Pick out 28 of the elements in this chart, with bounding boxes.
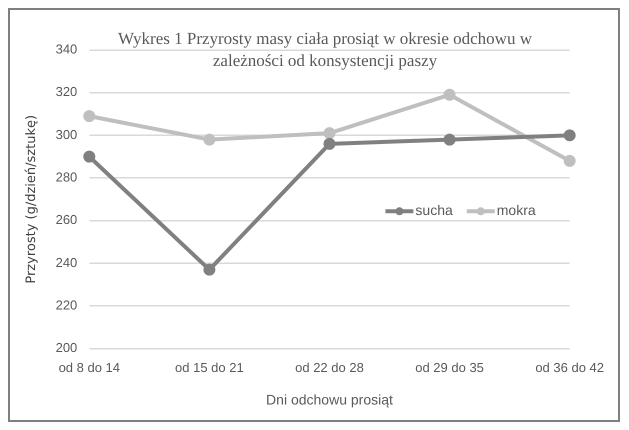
x-axis-title: Dni odchowu prosiąt (266, 391, 394, 408)
legend-label: mokra (496, 202, 536, 218)
x-tick-label: od 36 do 42 (535, 360, 604, 375)
y-axis-title: Przyrosty (g/dzień/sztukę) (24, 114, 40, 284)
y-tick-label: 260 (56, 212, 78, 228)
chart-title: Wykres 1 Przyrosty masy ciała prosiąt w okresie odchowu w zależności od konsystencji paszy (117, 28, 533, 72)
x-tick-label: od 22 do 28 (295, 360, 364, 375)
point (564, 129, 576, 142)
x-tick-label: od 8 do 14 (58, 360, 120, 375)
point (444, 88, 456, 101)
point (564, 154, 576, 167)
point (203, 134, 216, 146)
point (323, 138, 336, 150)
y-tick-label: 220 (56, 298, 78, 313)
y-tick-label: 300 (56, 126, 78, 142)
legend-label: sucha (415, 202, 453, 218)
y-tick-label: 340 (56, 42, 78, 57)
x-tick-label: od 29 do 35 (415, 360, 484, 375)
point (444, 134, 456, 146)
y-tick-label: 200 (56, 340, 78, 356)
point (83, 110, 96, 122)
point (83, 150, 96, 163)
y-tick-label: 240 (56, 254, 78, 270)
y-tick-label: 280 (56, 170, 78, 185)
y-tick-label: 320 (56, 84, 78, 100)
x-tick-label: od 15 do 21 (175, 360, 244, 375)
point (323, 127, 336, 140)
point (203, 264, 216, 276)
